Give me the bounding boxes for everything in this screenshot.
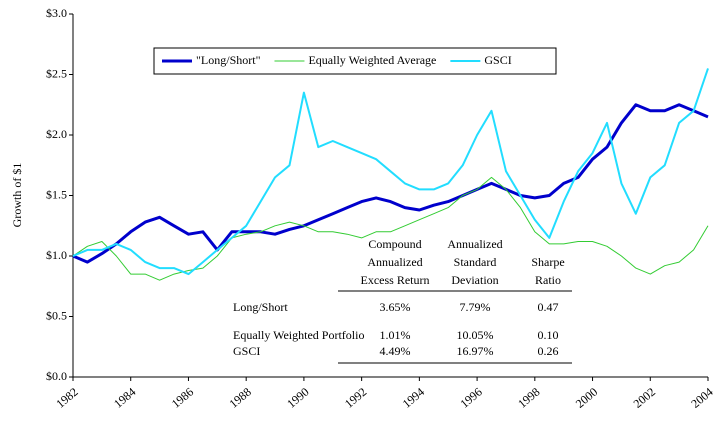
- series-line: [72, 103, 709, 264]
- y-tick-label: $0.5: [46, 308, 67, 322]
- table-row-label: Equally Weighted Portfolio: [233, 328, 364, 342]
- table-cell: 0.47: [538, 300, 559, 314]
- x-tick-label: 1998: [515, 385, 542, 411]
- legend-label: Equally Weighted Average: [308, 53, 436, 67]
- table-header: Sharpe: [531, 255, 564, 269]
- legend-label: GSCI: [484, 53, 511, 67]
- y-tick-label: $1.0: [46, 248, 67, 262]
- y-tick-label: $1.5: [46, 187, 67, 201]
- table-header: Standard: [454, 255, 497, 269]
- table-row-label: Long/Short: [233, 300, 288, 314]
- table-header: Ratio: [535, 273, 561, 287]
- x-tick-label: 2002: [631, 385, 658, 411]
- x-tick-label: 1994: [400, 385, 427, 411]
- x-tick-label: 2004: [688, 385, 715, 411]
- legend-box: [153, 47, 557, 75]
- table-cell: 4.49%: [380, 344, 411, 358]
- x-tick-label: 1984: [111, 385, 138, 411]
- table-cell: 3.65%: [380, 300, 411, 314]
- x-tick-label: 2000: [573, 385, 600, 411]
- table-cell: 1.01%: [380, 328, 411, 342]
- table-row-label: GSCI: [233, 344, 260, 358]
- table-header: Annualized: [447, 237, 502, 251]
- y-tick-label: $0.0: [46, 369, 67, 383]
- y-tick-label: $2.0: [46, 127, 67, 141]
- x-tick-label: 1996: [457, 385, 484, 411]
- y-axis-label: Growth of $1: [10, 163, 24, 228]
- series-line: [72, 176, 709, 281]
- table-cell: 7.79%: [460, 300, 491, 314]
- table-cell: 0.10: [538, 328, 559, 342]
- y-tick-label: $2.5: [46, 66, 67, 80]
- table-cell: 0.26: [538, 344, 559, 358]
- table-header: Annualized: [367, 255, 422, 269]
- x-tick-label: 1988: [226, 385, 253, 411]
- x-tick-label: 1990: [284, 385, 311, 411]
- y-tick-label: $3.0: [46, 6, 67, 20]
- x-tick-label: 1992: [342, 385, 369, 411]
- table-header: Excess Return: [361, 273, 430, 287]
- table-header: Deviation: [451, 273, 498, 287]
- x-tick-label: 1982: [53, 385, 80, 411]
- x-tick-label: 1986: [169, 385, 196, 411]
- table-cell: 16.97%: [457, 344, 494, 358]
- series-line: [72, 68, 709, 276]
- table-cell: 10.05%: [457, 328, 494, 342]
- legend-label: "Long/Short": [196, 53, 261, 67]
- table-header: Compound: [368, 237, 421, 251]
